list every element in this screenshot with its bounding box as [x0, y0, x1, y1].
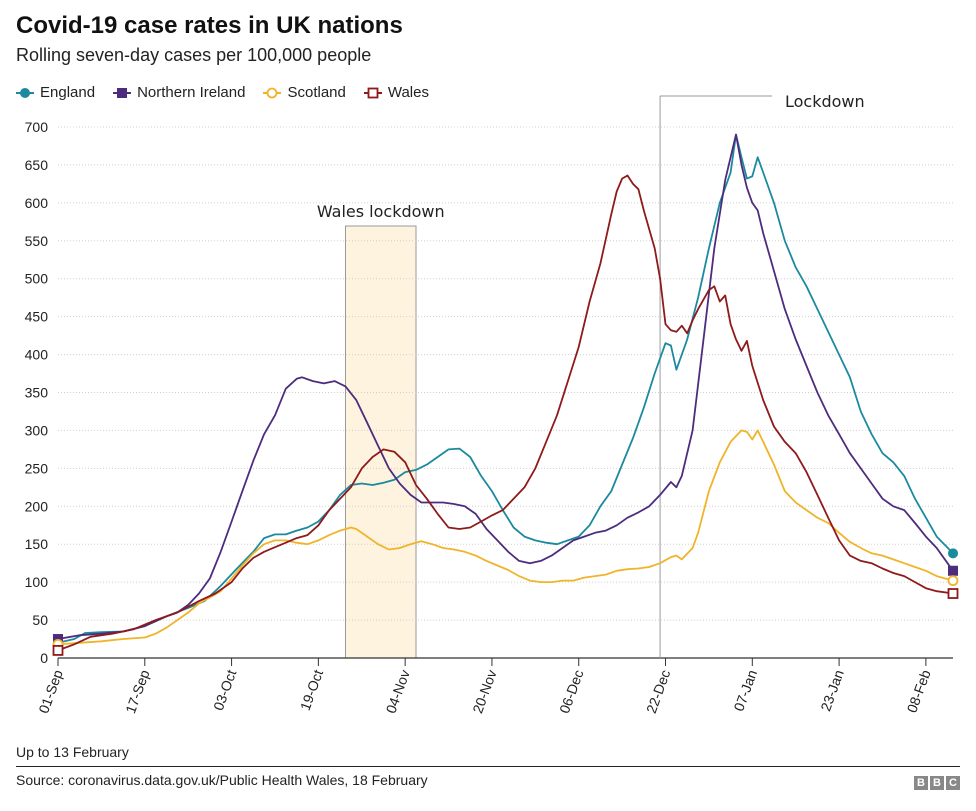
- series-line-england: [57, 133, 954, 644]
- y-tick-label: 250: [25, 460, 49, 476]
- y-tick-label: 100: [25, 574, 49, 590]
- chart-title: Covid-19 case rates in UK nations: [16, 12, 403, 39]
- data-point-northern-ireland-end: [948, 565, 958, 576]
- series-line-northern-ireland: [57, 133, 954, 640]
- legend-label-wales: Wales: [387, 84, 429, 101]
- legend-marker-scotland-icon: [263, 87, 282, 98]
- y-tick-label: 200: [25, 498, 49, 514]
- bbc-logo: B B C: [914, 776, 960, 790]
- series-line-wales: [57, 174, 954, 652]
- legend-marker-england-icon: [16, 87, 34, 98]
- x-tick-label: 22-Dec: [643, 668, 673, 716]
- bbc-logo-block: B: [930, 776, 944, 790]
- y-tick-label: 650: [25, 157, 49, 173]
- x-tick-label: 06-Dec: [556, 668, 586, 716]
- legend-marker-northern-ireland-icon: [113, 87, 132, 98]
- y-tick-label: 150: [25, 536, 49, 552]
- y-tick-label: 500: [25, 271, 49, 287]
- legend-label-england: England: [40, 84, 96, 101]
- series-line-scotland: [57, 429, 954, 646]
- legend-item-wales: Wales: [363, 84, 429, 101]
- x-tick-label: 08-Feb: [903, 667, 933, 714]
- x-tick-label: 03-Oct: [210, 667, 239, 712]
- data-point-scotland-end: [947, 575, 959, 587]
- data-point-england-end: [948, 548, 958, 559]
- lockdown-label: Lockdown: [785, 92, 865, 111]
- legend-label-northern-ireland: Northern Ireland: [137, 84, 246, 101]
- y-tick-label: 300: [25, 422, 49, 438]
- y-tick-label: 0: [40, 650, 48, 666]
- legend-label-scotland: Scotland: [287, 84, 346, 101]
- footnote: Up to 13 February: [16, 744, 129, 760]
- data-point-wales-start: [52, 645, 64, 656]
- x-tick-label: 04-Nov: [382, 668, 412, 716]
- x-tick-label: 07-Jan: [730, 668, 760, 714]
- chart-subtitle: Rolling seven-day cases per 100,000 peop…: [16, 45, 372, 65]
- y-tick-label: 550: [25, 233, 49, 249]
- wales-lockdown-band: [344, 225, 417, 659]
- x-tick-label: 17-Sep: [122, 667, 153, 715]
- data-point-wales-end: [947, 588, 959, 599]
- y-tick-label: 350: [25, 385, 49, 401]
- x-tick-label: 23-Jan: [817, 668, 847, 714]
- x-tick-label: 19-Oct: [297, 667, 326, 712]
- source-text: Source: coronavirus.data.gov.uk/Public H…: [16, 772, 428, 788]
- legend-item-england: England: [16, 84, 95, 101]
- bbc-logo-block: B: [914, 776, 928, 790]
- wales-lockdown-label: Wales lockdown: [317, 202, 445, 221]
- y-tick-label: 450: [25, 309, 49, 325]
- x-tick-label: 01-Sep: [35, 667, 66, 715]
- y-tick-label: 600: [25, 195, 49, 211]
- y-tick-label: 700: [25, 119, 49, 135]
- x-tick-label: 20-Nov: [469, 668, 499, 716]
- legend-item-scotland: Scotland: [263, 84, 346, 101]
- legend: England Northern Ireland Scotland Wales: [16, 84, 429, 101]
- bbc-logo-block: C: [946, 776, 960, 790]
- legend-item-northern-ireland: Northern Ireland: [113, 84, 245, 101]
- legend-marker-wales-icon: [363, 87, 382, 98]
- y-tick-label: 400: [25, 347, 49, 363]
- y-tick-label: 50: [32, 612, 48, 628]
- source-divider: [16, 766, 960, 767]
